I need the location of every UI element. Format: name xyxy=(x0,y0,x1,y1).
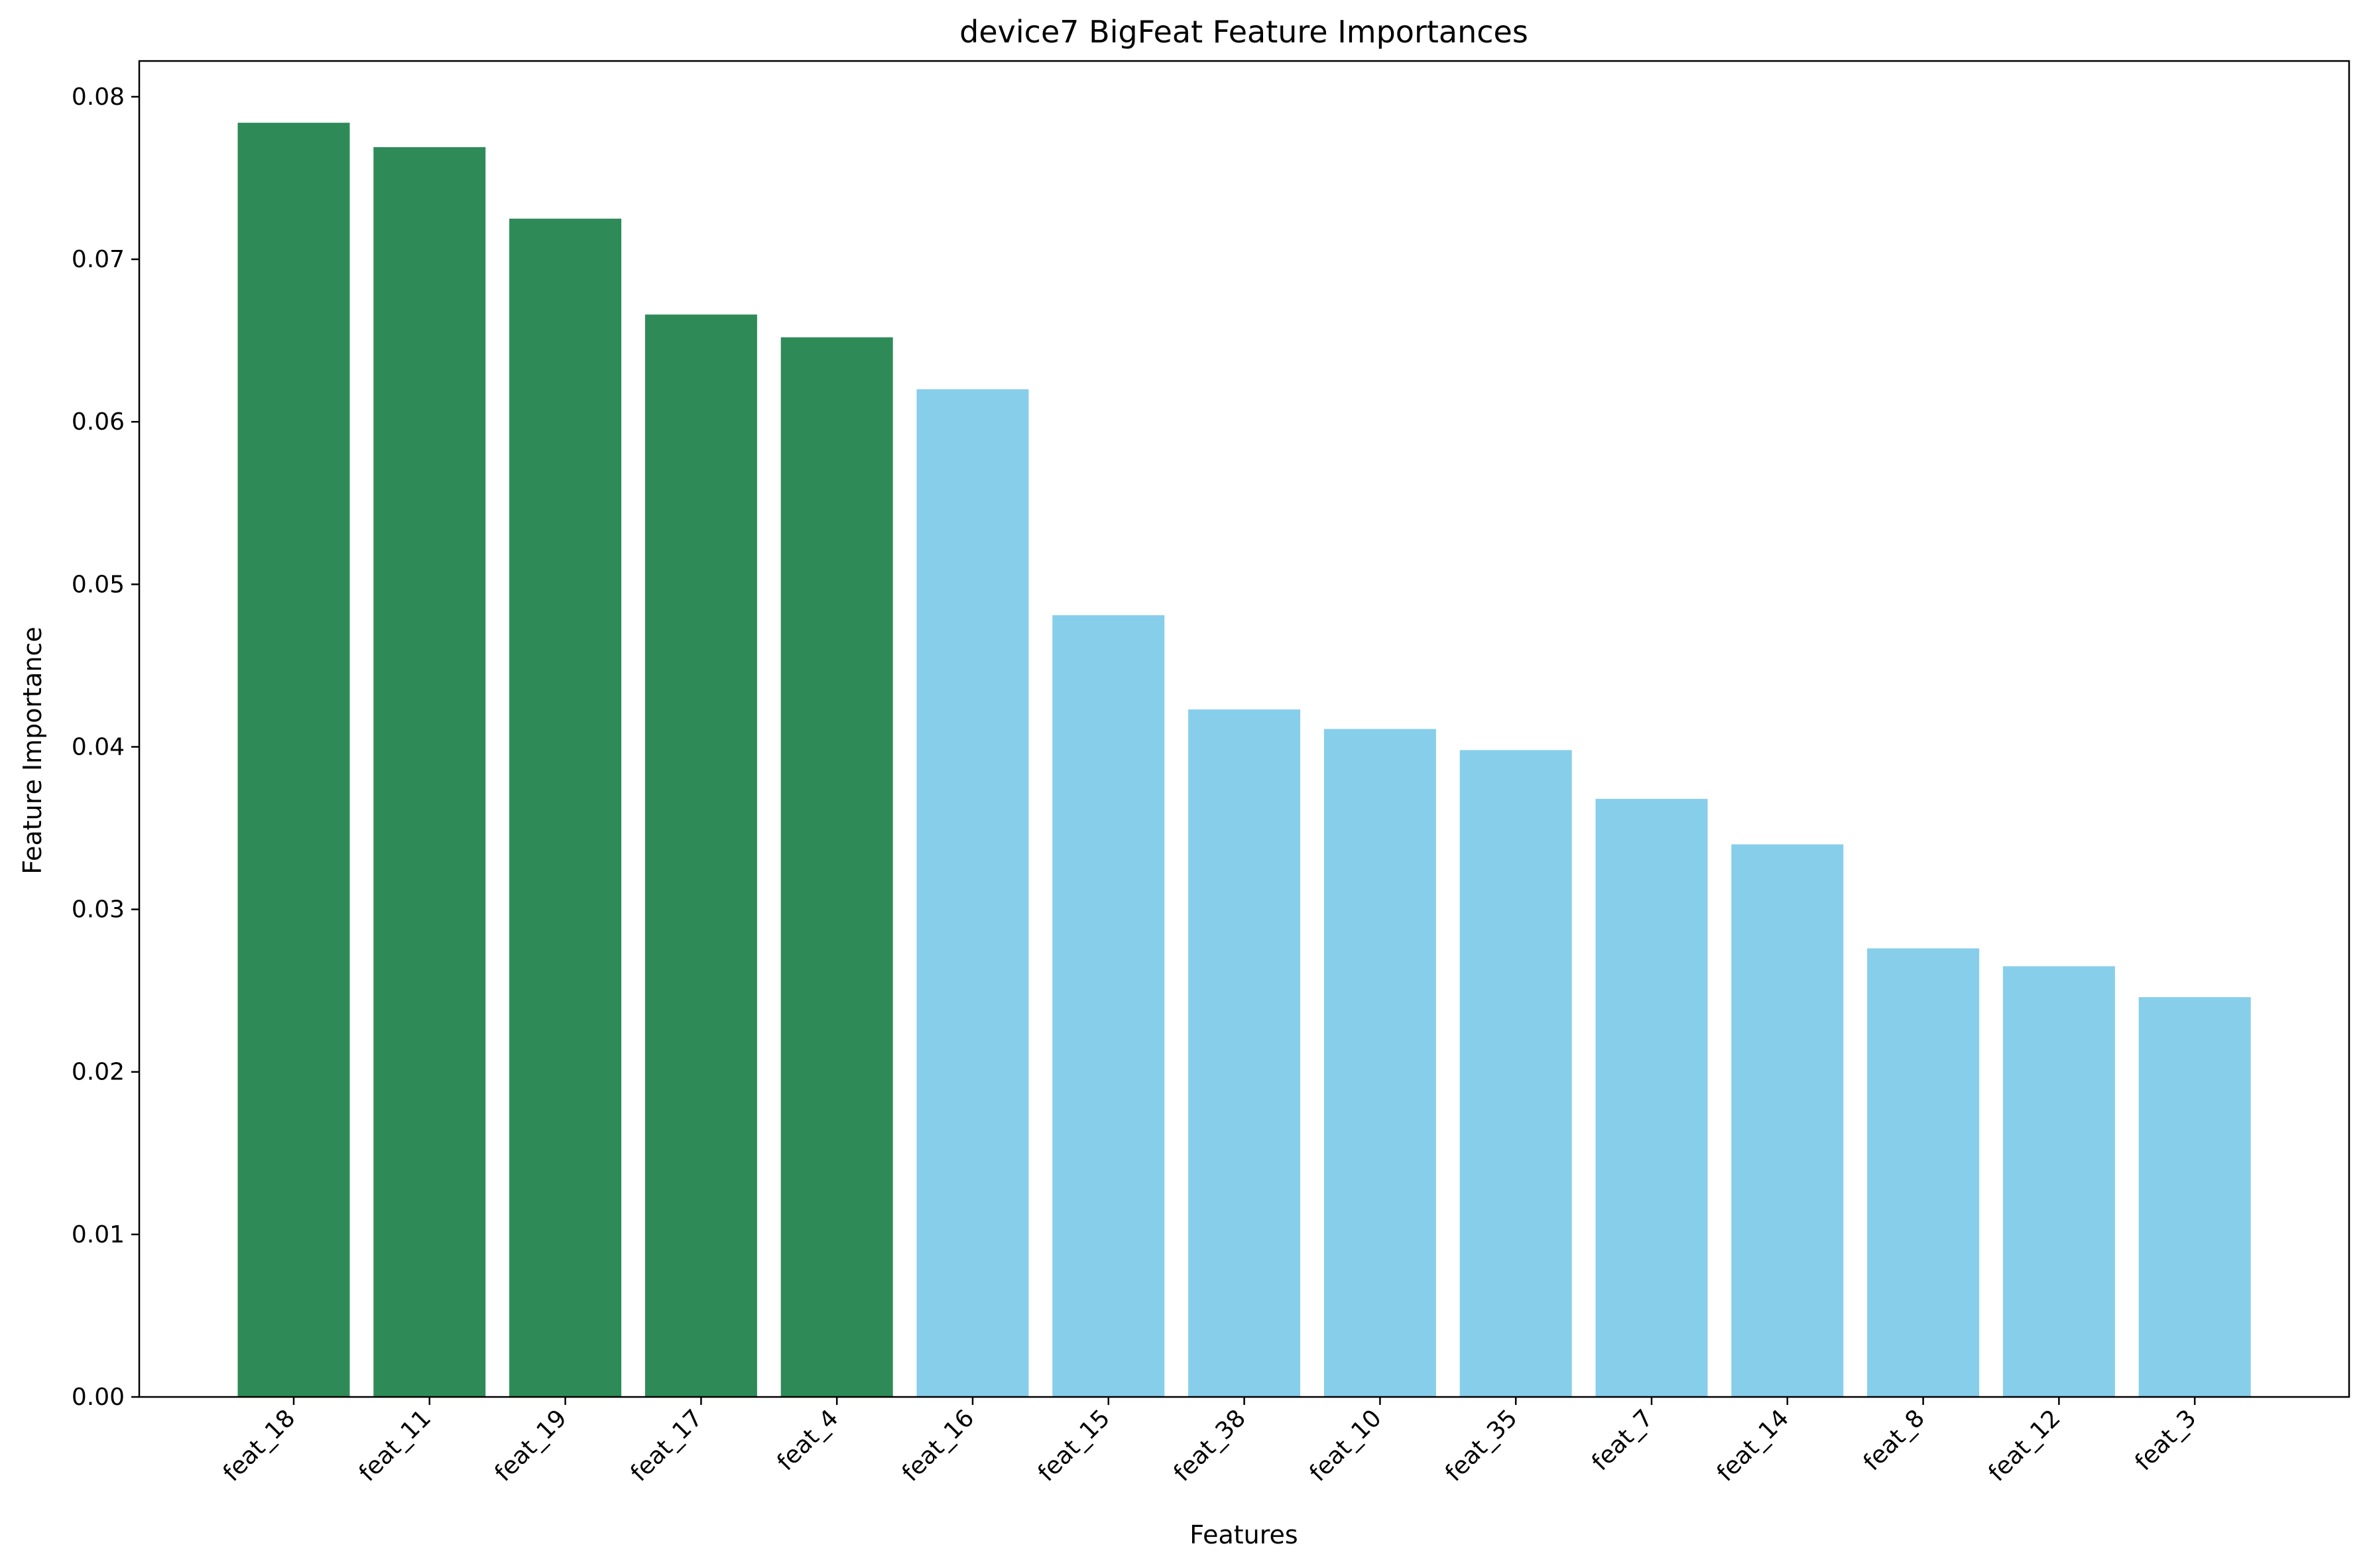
x-axis-label: Features xyxy=(1189,1520,1298,1549)
bars-group xyxy=(237,123,2251,1398)
bar-feat-38 xyxy=(1188,709,1301,1397)
bar-feat-10 xyxy=(1323,729,1436,1397)
y-tick-label: 0.02 xyxy=(72,1059,125,1086)
y-tick-label: 0.00 xyxy=(72,1384,125,1411)
bar-feat-7 xyxy=(1595,798,1708,1397)
y-tick-label: 0.06 xyxy=(72,408,125,436)
bar-feat-15 xyxy=(1052,615,1165,1398)
bar-feat-19 xyxy=(509,218,622,1398)
y-axis: 0.00 0.01 0.02 0.03 0.04 0.05 0.06 0.07 0.08 xyxy=(72,84,139,1411)
y-tick-label: 0.04 xyxy=(72,733,125,760)
chart-title: device7 BigFeat Feature Importances xyxy=(959,14,1528,50)
bar-feat-4 xyxy=(780,337,893,1397)
bar-feat-16 xyxy=(916,389,1029,1397)
y-tick-label: 0.08 xyxy=(72,84,125,111)
y-tick-label: 0.03 xyxy=(72,896,125,924)
bar-feat-35 xyxy=(1459,750,1572,1397)
bar-feat-11 xyxy=(373,147,486,1398)
y-tick-label: 0.01 xyxy=(72,1221,125,1248)
bar-feat-17 xyxy=(644,314,757,1398)
bar-feat-18 xyxy=(237,123,350,1397)
bar-feat-8 xyxy=(1867,948,1980,1397)
plot-frame xyxy=(138,60,2350,1398)
bar-feat-12 xyxy=(2002,966,2115,1397)
y-tick-label: 0.05 xyxy=(72,571,125,598)
bar-feat-3 xyxy=(2138,996,2251,1397)
y-tick-label: 0.07 xyxy=(72,246,125,273)
bar-feat-14 xyxy=(1731,844,1844,1397)
y-axis-label: Feature Importance xyxy=(18,627,47,874)
